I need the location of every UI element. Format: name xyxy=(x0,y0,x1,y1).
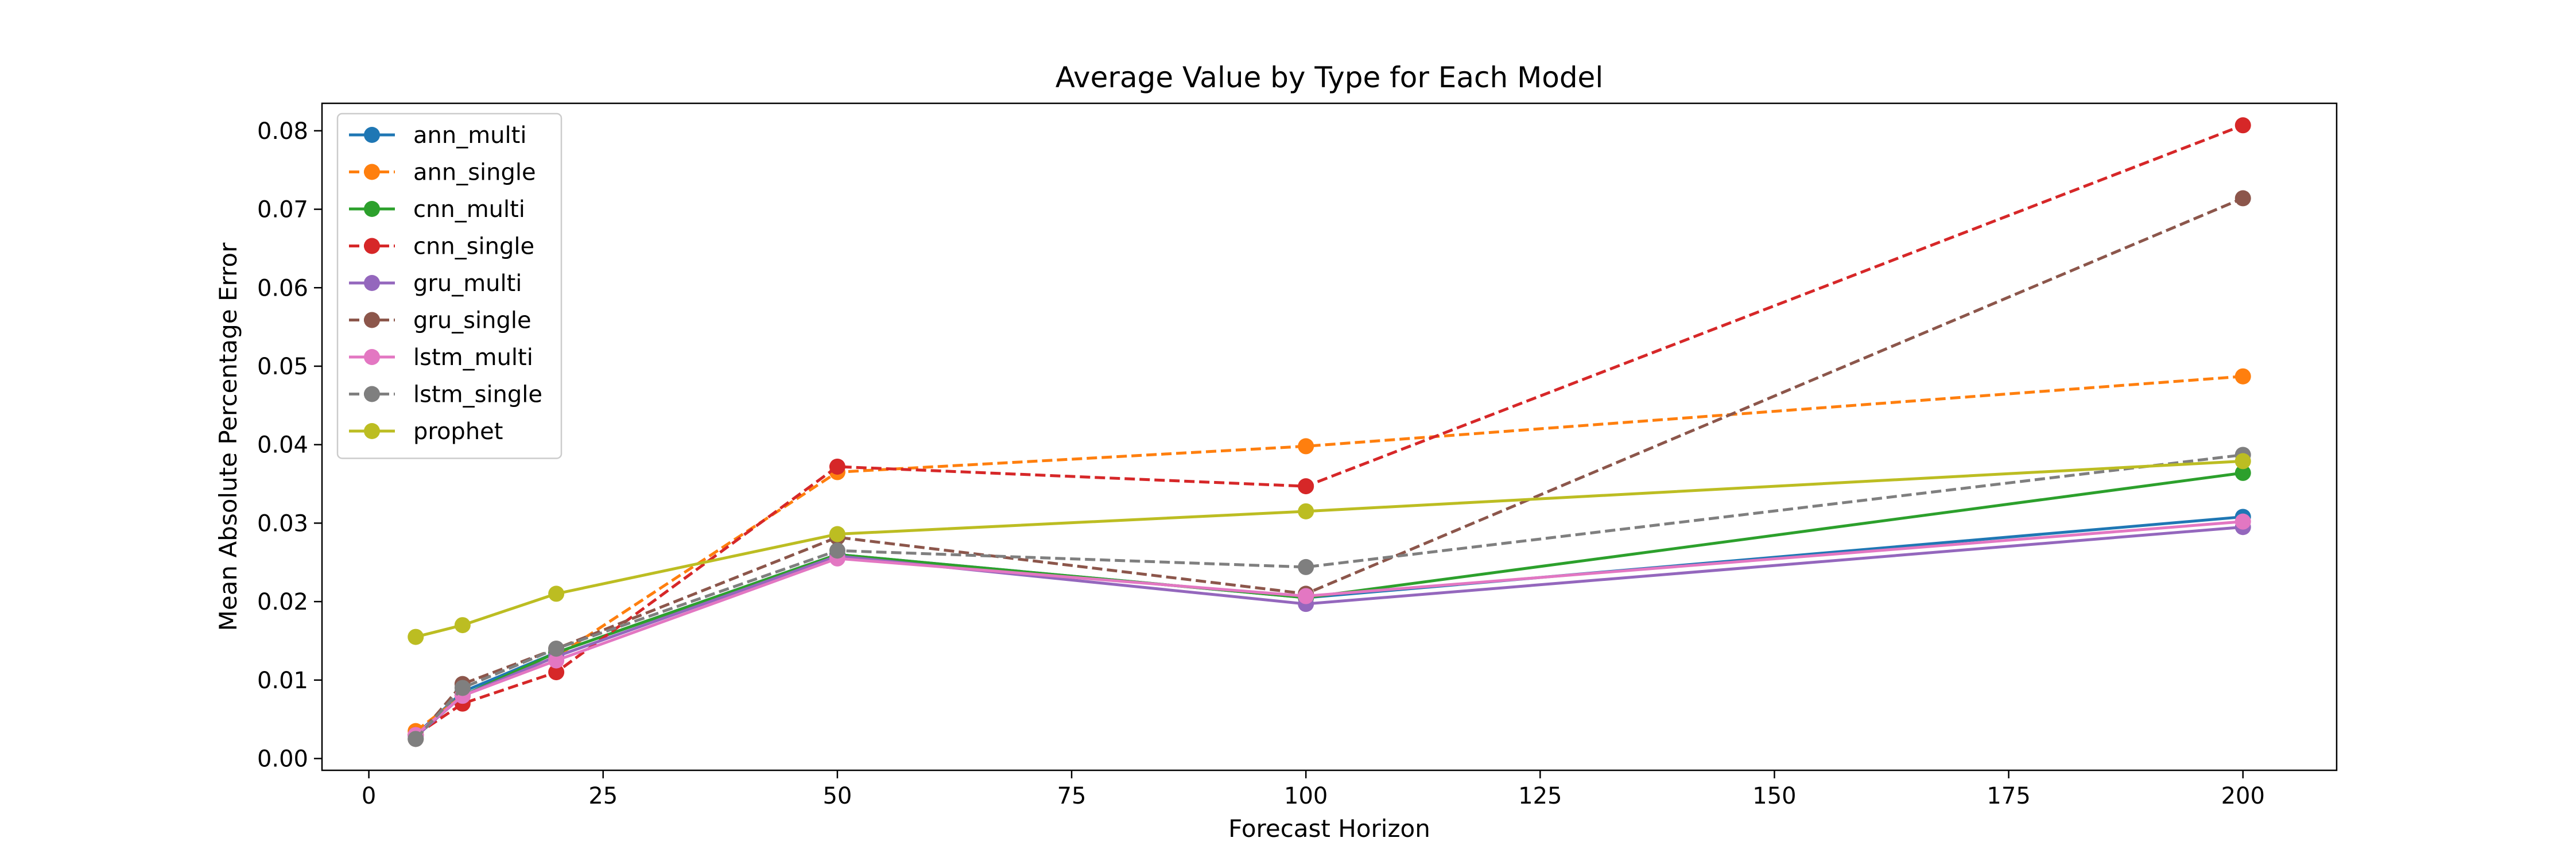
data-point xyxy=(408,731,424,747)
x-tick-label: 200 xyxy=(2221,783,2265,809)
legend-item-ann_multi: ann_multi xyxy=(349,122,526,149)
series-lstm_multi xyxy=(408,513,2251,743)
series-line xyxy=(414,520,2243,736)
data-point xyxy=(454,617,471,634)
legend-item-gru_single: gru_single xyxy=(349,308,532,334)
legend: ann_multi ann_single cnn_multi cnn_singlegr… xyxy=(336,113,562,459)
series-cnn_single xyxy=(408,117,2251,743)
x-tick-label: 25 xyxy=(588,783,618,809)
legend-item-lstm_multi: lstm_multi xyxy=(349,344,533,371)
y-tick-label: 0.06 xyxy=(257,275,308,301)
legend-marker xyxy=(364,164,380,180)
data-point xyxy=(548,664,565,681)
data-point xyxy=(454,680,471,696)
data-point xyxy=(829,542,845,559)
data-point xyxy=(1298,588,1314,604)
legend-item-cnn_multi: cnn_multi xyxy=(349,196,525,223)
x-tick-label: 75 xyxy=(1057,783,1087,809)
chart-title: Average Value by Type for Each Model xyxy=(1056,61,1603,94)
legend-label: lstm_multi xyxy=(413,344,533,371)
series-line xyxy=(414,525,2243,738)
data-point xyxy=(829,526,845,542)
legend-marker xyxy=(364,127,380,143)
x-axis: 0 25 50 75 100 125 150 175 200 xyxy=(362,770,2265,809)
y-tick-label: 0.07 xyxy=(257,197,308,223)
series-line xyxy=(414,123,2244,736)
legend-marker xyxy=(364,201,380,217)
data-point xyxy=(408,629,424,645)
legend-item-gru_multi: gru_multi xyxy=(349,270,522,297)
series-line xyxy=(414,453,2244,740)
y-tick-label: 0.00 xyxy=(257,746,308,772)
data-point xyxy=(548,585,565,602)
y-tick-label: 0.01 xyxy=(257,668,308,694)
plot-frame xyxy=(321,102,2338,771)
x-tick-label: 50 xyxy=(823,783,852,809)
legend-marker xyxy=(364,423,380,439)
legend-marker xyxy=(364,275,380,291)
series-line xyxy=(414,197,2244,740)
series-line xyxy=(414,375,2243,732)
x-axis-label: Forecast Horizon xyxy=(1228,815,1430,843)
legend-label: cnn_single xyxy=(413,234,534,260)
y-tick-label: 0.02 xyxy=(257,589,308,615)
series-line xyxy=(414,471,2244,736)
legend-label: ann_multi xyxy=(413,122,526,149)
data-point xyxy=(829,458,845,475)
legend-box xyxy=(336,113,562,459)
x-tick-label: 150 xyxy=(1752,783,1796,809)
data-point xyxy=(2234,464,2251,481)
legend-item-lstm_single: lstm_single xyxy=(349,382,542,408)
y-axis: 0.00 0.01 0.02 0.03 0.04 0.05 0.06 0.07 0.08 xyxy=(257,118,322,772)
legend-label: prophet xyxy=(413,418,503,445)
y-tick-label: 0.08 xyxy=(257,118,308,145)
data-point xyxy=(1298,559,1314,575)
series-group xyxy=(408,117,2251,747)
x-tick-label: 175 xyxy=(1987,783,2030,809)
data-point xyxy=(2234,117,2251,134)
series-ann_single xyxy=(408,368,2251,739)
data-point xyxy=(2234,368,2251,385)
legend-marker xyxy=(364,238,380,254)
series-prophet xyxy=(408,453,2251,645)
data-point xyxy=(548,641,565,657)
legend-item-ann_single: ann_single xyxy=(349,160,536,186)
series-gru_multi xyxy=(408,519,2251,745)
data-point xyxy=(2234,453,2251,470)
legend-label: cnn_multi xyxy=(413,196,525,223)
y-tick-label: 0.03 xyxy=(257,510,308,537)
legend-label: gru_multi xyxy=(413,270,522,297)
data-point xyxy=(1298,503,1314,519)
x-tick-label: 100 xyxy=(1284,783,1328,809)
legend-item-cnn_single: cnn_single xyxy=(349,234,534,260)
legend-marker xyxy=(364,349,380,365)
y-axis-label: Mean Absolute Percentage Error xyxy=(214,242,242,631)
data-point xyxy=(1298,478,1314,495)
data-point xyxy=(1298,438,1314,455)
data-point xyxy=(548,652,565,669)
legend-label: ann_single xyxy=(413,160,536,186)
y-tick-label: 0.04 xyxy=(257,432,308,459)
series-gru_single xyxy=(408,190,2251,747)
data-point xyxy=(2234,190,2251,207)
legend-marker xyxy=(364,312,380,328)
x-tick-label: 125 xyxy=(1518,783,1562,809)
data-point xyxy=(2234,513,2251,530)
legend-marker xyxy=(364,386,380,402)
x-tick-label: 0 xyxy=(362,783,376,809)
y-tick-label: 0.05 xyxy=(257,354,308,380)
legend-label: gru_single xyxy=(413,308,532,334)
legend-label: lstm_single xyxy=(413,382,542,408)
legend-item-prophet: prophet xyxy=(349,418,503,445)
series-line xyxy=(415,459,2243,639)
